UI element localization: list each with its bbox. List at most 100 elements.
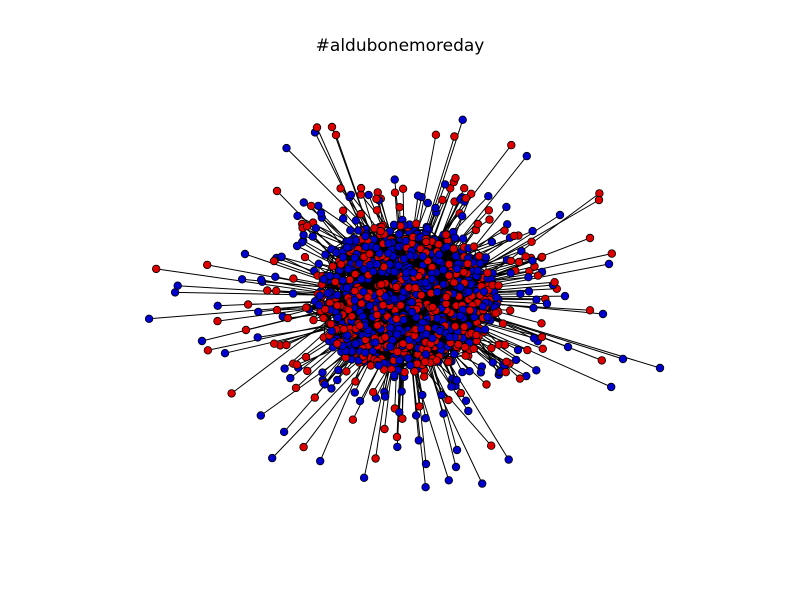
network-node-blue [422, 329, 431, 339]
network-node-red [485, 215, 494, 224]
network-node-blue [456, 283, 465, 292]
network-node-blue [350, 253, 359, 263]
network-node-red [376, 226, 385, 236]
network-node-blue [279, 427, 289, 437]
network-node-blue [350, 388, 359, 397]
network-node-red [331, 277, 340, 287]
network-node-blue [421, 459, 431, 469]
network-node-red [537, 332, 547, 342]
network-node-red [292, 360, 302, 369]
network-node-red [412, 219, 421, 228]
network-node-blue [481, 253, 491, 262]
network-node-red [312, 123, 322, 132]
network-node-blue [413, 191, 423, 200]
network-node-blue [257, 275, 266, 284]
network-node-blue [411, 411, 421, 420]
network-node-blue [389, 220, 399, 229]
network-node-red [336, 184, 345, 193]
network-node-red [537, 252, 547, 262]
network-node-red [272, 305, 282, 315]
network-node-red [461, 351, 470, 360]
network-node-blue [359, 287, 368, 296]
network-node-blue [437, 390, 446, 400]
network-node-red [338, 206, 348, 215]
network-node-red [456, 388, 465, 398]
network-node-blue [321, 250, 330, 259]
network-node-blue [364, 190, 373, 200]
network-node-blue [308, 232, 317, 241]
network-node-red [494, 281, 503, 290]
network-node-blue [476, 368, 486, 377]
network-node-blue [389, 294, 399, 303]
network-node-blue [197, 336, 207, 346]
network-node-blue [397, 387, 406, 396]
network-node-red [506, 256, 516, 266]
network-node-red [373, 321, 382, 330]
network-edge [481, 314, 569, 348]
network-node-blue [435, 250, 444, 259]
network-node-red [450, 132, 459, 141]
network-edge [231, 303, 351, 394]
network-node-blue [277, 252, 286, 261]
network-node-blue [395, 229, 404, 239]
network-node-red [585, 233, 595, 243]
network-node-red [501, 368, 510, 377]
network-node-red [467, 189, 476, 198]
network-node-blue [390, 267, 399, 276]
network-node-red [410, 367, 419, 376]
network-node-blue [418, 252, 428, 261]
network-node-blue [451, 252, 460, 261]
network-node-red [241, 325, 251, 335]
network-node-blue [346, 190, 356, 200]
network-node-red [283, 313, 292, 323]
network-node-blue [456, 311, 465, 320]
network-node-blue [439, 280, 448, 289]
network-node-blue [421, 483, 430, 492]
network-node-blue [286, 373, 295, 383]
network-node-blue [423, 198, 432, 208]
network-node-blue [409, 268, 418, 277]
network-node-blue [299, 198, 308, 207]
network-node-blue [464, 287, 473, 296]
network-node-blue [407, 297, 416, 307]
network-node-red [444, 260, 454, 269]
network-node-red [465, 306, 475, 315]
network-node-red [527, 237, 536, 246]
network-node-red [272, 186, 282, 196]
network-node-red [461, 194, 471, 203]
network-node-blue [483, 312, 492, 322]
network-node-red [390, 188, 400, 197]
network-node-blue [342, 283, 352, 292]
network-node-blue [442, 242, 451, 252]
network-node-red [484, 206, 493, 215]
network-node-red [263, 286, 272, 295]
network-node-blue [343, 331, 352, 340]
network-edge [335, 134, 375, 243]
network-node-red [454, 340, 463, 349]
network-node-blue [529, 303, 538, 313]
network-node-red [302, 221, 312, 231]
network-edge [475, 214, 561, 271]
network-node-blue [355, 259, 364, 268]
network-node-blue [299, 230, 308, 240]
network-node-red [372, 194, 381, 204]
network-node-blue [369, 267, 378, 276]
network-node-red [321, 305, 330, 314]
network-node-red [151, 264, 161, 274]
network-node-red [327, 122, 337, 132]
network-edge [414, 357, 427, 465]
network-node-blue [395, 356, 404, 365]
network-node-blue [268, 453, 277, 463]
network-node-red [369, 388, 378, 397]
network-node-red [328, 262, 337, 271]
network-node-blue [256, 411, 265, 420]
network-node-red [451, 322, 460, 331]
network-node-blue [555, 210, 565, 220]
network-node-red [442, 292, 451, 302]
network-edge [430, 354, 458, 451]
network-node-blue [435, 326, 444, 336]
network-node-blue [351, 339, 360, 348]
network-node-blue [361, 348, 370, 357]
network-node-red [432, 356, 441, 365]
